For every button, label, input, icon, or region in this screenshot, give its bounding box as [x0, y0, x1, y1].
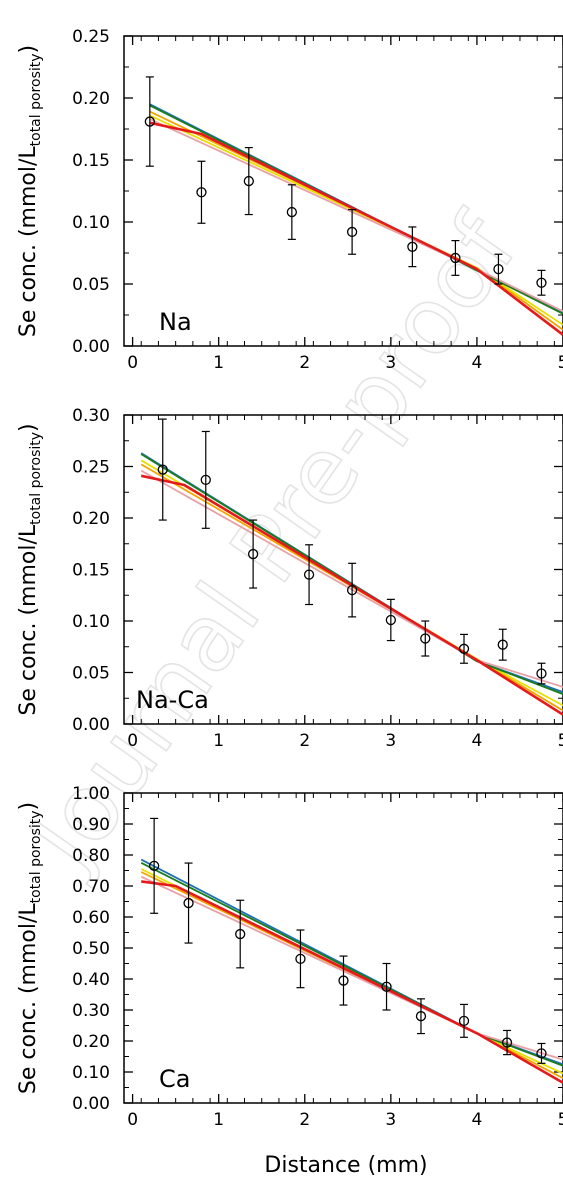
panel-2: 0 1 2 3 4 5 0.00 0.05 0.10 0.15 0.20 0.25 0.30 Se con… — [16, 406, 563, 751]
y-tick-label: 0.20 — [72, 1032, 110, 1052]
data-point — [148, 860, 160, 871]
model-lines — [149, 103, 563, 336]
data-point — [183, 897, 194, 909]
x-tick-label: 1 — [213, 731, 224, 751]
y-tick-label: 0.00 — [72, 337, 110, 357]
y-axis-title-main: Se conc. (mmol/L — [16, 524, 41, 716]
y-axis-title-subscript: total porosity — [28, 432, 44, 525]
y-tick-label: 0.30 — [72, 1001, 110, 1021]
y-tick-label: 0.60 — [72, 908, 110, 928]
y-axis-title-close: ) — [16, 802, 41, 811]
panel-label: Na-Ca — [136, 686, 209, 714]
x-tick-label: 1 — [213, 1110, 224, 1130]
x-tick-label: 1 — [213, 353, 224, 373]
data-point — [385, 614, 396, 626]
panel-3: 0 1 2 3 4 5 0.00 0.10 0.20 0.30 0.40 0.50 0.60 0.70 0.… — [16, 784, 563, 1130]
y-tick-label: 0.05 — [72, 664, 110, 684]
data-point — [536, 1048, 547, 1059]
data-point — [200, 474, 211, 486]
x-tick-label: 2 — [299, 731, 310, 751]
data-point — [458, 1015, 470, 1026]
y-tick-label: 0.20 — [72, 89, 110, 109]
data-point — [536, 668, 547, 679]
x-tick-label: 3 — [385, 353, 396, 373]
data-point — [450, 252, 461, 264]
y-axis-title-subscript: total porosity — [28, 810, 44, 903]
data-point — [501, 1037, 513, 1048]
data-point — [420, 633, 431, 644]
data-point — [407, 241, 418, 252]
y-tick-label: 0.05 — [72, 275, 110, 295]
data-point — [346, 226, 358, 238]
y-tick-label: 0.20 — [72, 509, 110, 529]
panel-1: 0 1 2 3 4 5 0.00 0.05 0.10 0.15 0.20 0.25 Se conc. (… — [16, 27, 563, 373]
y-tick-label: 0.10 — [72, 612, 110, 632]
y-tick-label: 0.25 — [72, 458, 110, 478]
y-tick-label: 0.80 — [72, 846, 110, 866]
data-point — [157, 464, 168, 475]
x-tick-label: 0 — [127, 1110, 138, 1130]
y-tick-label: 0.40 — [72, 970, 110, 990]
y-tick-label: 0.50 — [72, 939, 110, 959]
x-tick-label: 0 — [127, 731, 138, 751]
panels: 0 1 2 3 4 5 0.00 0.05 0.10 0.15 0.20 0.25 Se conc. (… — [16, 27, 563, 1130]
x-axis-title: Distance (mm) — [264, 1153, 427, 1178]
y-axis-title-main: Se conc. (mmol/L — [16, 903, 41, 1095]
x-tick-label: 0 — [127, 353, 138, 373]
data-point — [346, 584, 358, 596]
y-tick-label: 0.25 — [72, 27, 110, 47]
data-point — [144, 116, 155, 127]
y-tick-label: 0.10 — [72, 1063, 110, 1083]
y-tick-label: 0.90 — [72, 815, 110, 835]
x-tick-label: 4 — [472, 1110, 483, 1130]
y-axis-title-main: Se conc. (mmol/L — [16, 146, 41, 338]
model-line-red — [141, 880, 563, 1084]
y-tick-label: 1.00 — [72, 784, 110, 804]
y-tick-label: 0.10 — [72, 213, 110, 233]
x-tick-label: 3 — [385, 1110, 396, 1130]
x-tick-label: 5 — [558, 1110, 563, 1130]
data-point — [536, 277, 547, 288]
y-axis-title-close: ) — [16, 423, 41, 432]
data-point — [247, 548, 259, 560]
y-tick-label: 0.30 — [72, 406, 110, 426]
model-lines — [140, 858, 563, 1084]
y-tick-label: 0.15 — [72, 561, 110, 581]
plot-frame — [123, 792, 563, 1104]
x-tick-label: 5 — [558, 731, 563, 751]
y-tick-label: 0.15 — [72, 151, 110, 171]
data-point — [458, 643, 470, 654]
x-tick-label: 4 — [472, 353, 483, 373]
data-point — [243, 175, 254, 187]
x-tick-label: 3 — [385, 731, 396, 751]
model-line-blue — [140, 858, 563, 1066]
y-tick-label: 0.70 — [72, 877, 110, 897]
data-point — [493, 263, 504, 275]
data-point — [235, 928, 246, 940]
x-tick-label: 2 — [299, 1110, 310, 1130]
y-tick-label: 0.00 — [72, 715, 110, 735]
x-tick-label: 4 — [472, 731, 483, 751]
data-point — [303, 569, 315, 580]
y-axis-title: Se conc. (mmol/Ltotal porosity) — [16, 802, 44, 1094]
data-point — [415, 1011, 427, 1022]
data-point — [295, 953, 306, 964]
data-point — [497, 639, 508, 650]
model-line-red — [149, 121, 563, 336]
x-tick-label: 2 — [299, 353, 310, 373]
y-axis-title: Se conc. (mmol/Ltotal porosity) — [16, 423, 44, 715]
data-point — [338, 975, 349, 986]
panel-label: Ca — [159, 1065, 190, 1093]
data-point — [196, 187, 207, 198]
x-tick-label: 5 — [558, 353, 563, 373]
data-point — [381, 981, 392, 992]
y-axis-title: Se conc. (mmol/Ltotal porosity) — [16, 45, 44, 337]
y-axis-title-subscript: total porosity — [28, 53, 44, 146]
panel-label: Na — [159, 308, 192, 336]
data-point — [286, 206, 298, 218]
y-tick-label: 0.00 — [72, 1094, 110, 1114]
y-axis-title-close: ) — [16, 45, 41, 54]
